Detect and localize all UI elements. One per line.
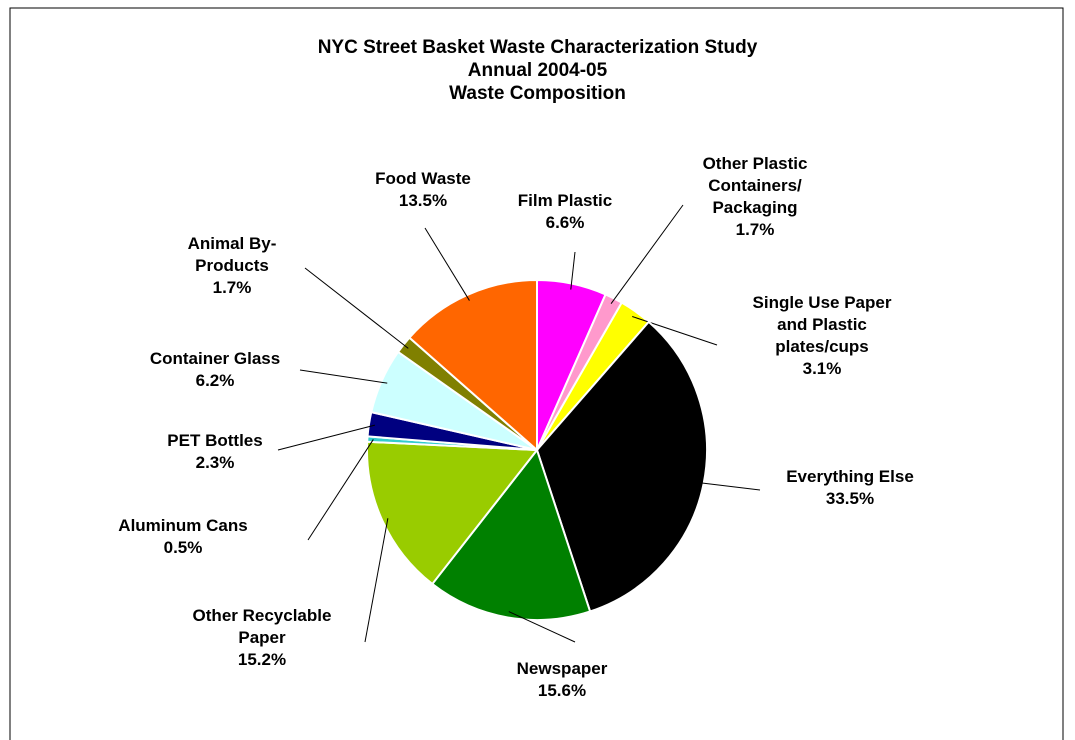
chart-title: NYC Street Basket Waste Characterization… bbox=[317, 37, 758, 104]
value-label: 33.5% bbox=[825, 489, 875, 508]
data-label: Food Waste 13.5% bbox=[375, 168, 471, 212]
data-label: Other Plastic Containers/ Packaging 1.7% bbox=[703, 153, 808, 241]
data-label: Film Plastic 6.6% bbox=[518, 190, 612, 234]
data-label: Container Glass 6.2% bbox=[150, 348, 280, 392]
data-label: Single Use Paper and Plastic plates/cups… bbox=[753, 292, 892, 380]
category-label: Aluminum Cans bbox=[118, 516, 248, 535]
value-label: 15.2% bbox=[237, 650, 287, 669]
value-label: 1.7% bbox=[212, 278, 252, 297]
data-label: Everything Else 33.5% bbox=[786, 466, 914, 510]
category-label: Food Waste bbox=[375, 169, 471, 188]
leader-line bbox=[508, 611, 576, 643]
value-label: 15.6% bbox=[537, 681, 587, 700]
leader-line bbox=[299, 369, 388, 384]
category-label: Newspaper bbox=[516, 659, 608, 678]
leader-line bbox=[610, 204, 684, 304]
category-label: PET Bottles bbox=[167, 431, 263, 450]
category-label: Other Plastic Containers/ Packaging bbox=[702, 154, 808, 217]
value-label: 13.5% bbox=[398, 191, 448, 210]
data-label: Aluminum Cans 0.5% bbox=[118, 515, 247, 559]
value-label: 2.3% bbox=[195, 453, 235, 472]
value-label: 3.1% bbox=[802, 359, 842, 378]
value-label: 1.7% bbox=[735, 220, 775, 239]
category-label: Everything Else bbox=[786, 467, 914, 486]
pie-slice bbox=[430, 447, 592, 621]
category-label: Single Use Paper and Plastic plates/cups bbox=[752, 293, 892, 356]
leader-line bbox=[632, 316, 718, 346]
leader-line bbox=[424, 227, 470, 301]
value-label: 6.6% bbox=[545, 213, 585, 232]
value-label: 0.5% bbox=[163, 538, 203, 557]
pie-slice bbox=[366, 440, 539, 586]
category-label: Container Glass bbox=[149, 349, 281, 368]
data-label: Other Recyclable Paper 15.2% bbox=[193, 605, 332, 671]
category-label: Animal By- Products bbox=[187, 234, 277, 275]
value-label: 6.2% bbox=[195, 371, 235, 390]
leader-line bbox=[307, 439, 374, 541]
leader-line bbox=[697, 482, 761, 491]
pie-slice bbox=[407, 278, 538, 453]
leader-line bbox=[304, 267, 409, 349]
chart-border bbox=[9, 7, 1064, 740]
data-label: Newspaper 15.6% bbox=[517, 658, 608, 702]
leader-line bbox=[277, 424, 376, 451]
category-label: Other Recyclable Paper bbox=[192, 606, 332, 647]
data-label: Animal By- Products 1.7% bbox=[188, 233, 277, 299]
data-label: PET Bottles 2.3% bbox=[167, 430, 262, 474]
leader-line bbox=[570, 251, 576, 290]
category-label: Film Plastic bbox=[517, 191, 613, 210]
leader-line bbox=[364, 518, 389, 643]
